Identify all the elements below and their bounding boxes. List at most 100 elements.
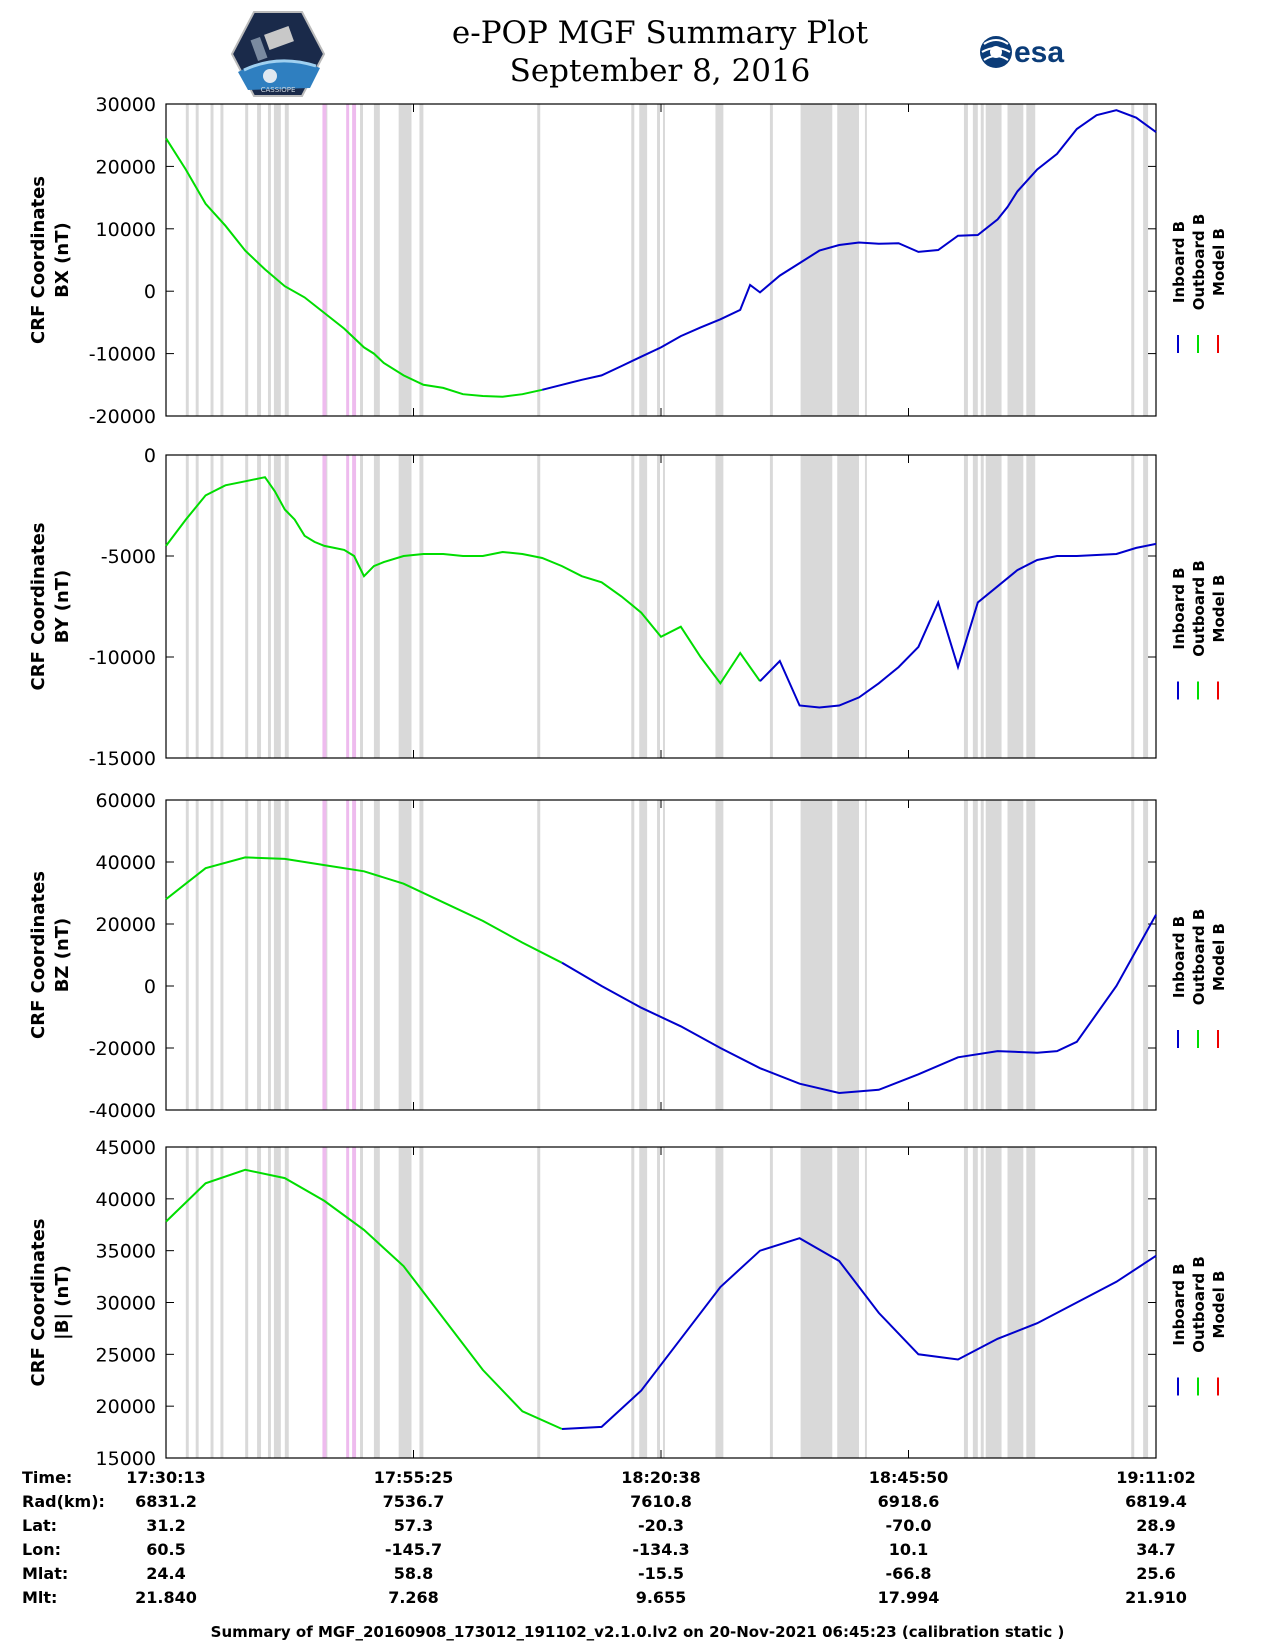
- legend-label-model: Model B: [1210, 923, 1228, 991]
- epop-logo-text: CASSIOPE: [261, 86, 296, 94]
- data-gap-band: [267, 800, 271, 1110]
- data-gap-band: [185, 1147, 189, 1458]
- info-cell: -66.8: [885, 1564, 932, 1583]
- data-gap-band: [1007, 455, 1024, 758]
- esa-logo: esa: [980, 36, 1064, 69]
- data-gap-band: [972, 800, 978, 1110]
- data-gap-band: [800, 800, 833, 1110]
- info-cell: 21.910: [1125, 1588, 1187, 1607]
- info-cell: 9.655: [635, 1588, 687, 1607]
- info-cell: 57.3: [393, 1516, 434, 1535]
- info-cell: 7610.8: [630, 1492, 692, 1511]
- chart-panel-2: 0 -5000 -10000 -15000 CRF Coordinates BY (nT)…: [28, 445, 1228, 770]
- data-gap-band: [360, 455, 364, 758]
- data-gap-band: [267, 104, 271, 416]
- data-gap-band: [1131, 455, 1135, 758]
- data-gap-band: [195, 104, 199, 416]
- info-cell: 19:11:02: [1116, 1468, 1196, 1487]
- chart-panel-3: 60000 40000 20000 0 -20000 -40000 CRF Coordina…: [28, 790, 1228, 1122]
- special-band: [322, 455, 327, 758]
- data-gap-band: [972, 455, 978, 758]
- data-gap-band: [631, 1147, 635, 1458]
- esa-logo-text: esa: [1014, 36, 1064, 69]
- data-gap-band: [360, 104, 364, 416]
- y-tick-label: 10000: [96, 219, 156, 241]
- data-gap-band: [980, 455, 984, 758]
- legend-label-model: Model B: [1210, 228, 1228, 296]
- data-gap-band: [972, 1147, 978, 1458]
- data-gap-band: [210, 1147, 214, 1458]
- data-gap-band: [220, 455, 224, 758]
- title-line-1: e-POP MGF Summary Plot: [451, 15, 869, 51]
- data-gap-band: [419, 1147, 424, 1458]
- y-tick-label: -5000: [101, 546, 156, 568]
- data-gap-band: [220, 104, 224, 416]
- legend-label-inboard: Inboard B: [1170, 567, 1188, 649]
- data-gap-band: [769, 455, 773, 758]
- data-gap-band: [980, 104, 984, 416]
- info-row-label: Lat:: [22, 1516, 58, 1535]
- special-band: [346, 1147, 350, 1458]
- data-gap-band: [639, 455, 648, 758]
- title-line-2: September 8, 2016: [509, 53, 811, 89]
- chart-panel-1: 30000 20000 10000 0 -10000 -20000 CRF Coordina…: [28, 94, 1228, 428]
- data-gap-band: [373, 800, 380, 1110]
- info-cell: 25.6: [1136, 1564, 1176, 1583]
- data-gap-band: [1007, 800, 1024, 1110]
- chart-panel-4: 45000 40000 35000 30000 25000 20000 15000 CRF C…: [28, 1137, 1228, 1468]
- data-gap-band: [639, 800, 648, 1110]
- special-band: [346, 800, 350, 1110]
- data-gap-band: [662, 104, 665, 416]
- data-gap-band: [1026, 455, 1036, 758]
- legend-label-inboard: Inboard B: [1170, 916, 1188, 998]
- info-cell: 58.8: [393, 1564, 434, 1583]
- epop-logo: CASSIOPE: [230, 11, 326, 97]
- info-cell: 17:55:25: [373, 1468, 454, 1487]
- series-line-inboard: [541, 109, 1157, 391]
- data-gap-band: [267, 455, 271, 758]
- data-gap-band: [972, 104, 978, 416]
- y-tick-label: 0: [144, 445, 156, 467]
- y-tick-label: -10000: [89, 344, 156, 366]
- info-row-label: Mlt:: [22, 1588, 58, 1607]
- y-axis-label: CRF Coordinates BY (nT): [28, 523, 73, 691]
- data-gap-band: [1026, 800, 1036, 1110]
- data-gap-band: [1131, 1147, 1135, 1458]
- data-gap-band: [398, 800, 412, 1110]
- data-gap-band: [1143, 800, 1149, 1110]
- orbit-info-table: Time: Rad(km): Lat: Lon: Mlat: Mlt: 17:30:13 68…: [0, 1468, 1275, 1618]
- y-axis-label-line2: |B| (nT): [52, 1265, 73, 1340]
- series-line-outboard: [165, 1168, 563, 1430]
- y-tick-label: 30000: [96, 94, 156, 116]
- y-tick-label: -10000: [89, 647, 156, 669]
- data-gap-band: [985, 800, 1002, 1110]
- data-gap-band: [985, 104, 1002, 416]
- data-gap-band: [398, 455, 412, 758]
- info-cell: -20.3: [637, 1516, 685, 1535]
- info-cell: 60.5: [146, 1540, 186, 1559]
- data-gap-band: [1007, 1147, 1024, 1458]
- data-gap-band: [963, 1147, 968, 1458]
- data-gap-band: [639, 104, 648, 416]
- data-gap-band: [837, 455, 859, 758]
- y-axis-label-line1: CRF Coordinates: [28, 523, 49, 691]
- data-gap-band: [257, 455, 262, 758]
- info-cell: 18:45:50: [868, 1468, 949, 1487]
- legend-label-model: Model B: [1210, 575, 1228, 643]
- data-gap-band: [273, 455, 281, 758]
- info-cell: 24.4: [146, 1564, 186, 1583]
- special-band: [322, 800, 327, 1110]
- y-tick-label: 40000: [96, 852, 156, 874]
- data-gap-band: [715, 455, 724, 758]
- series-line-outboard: [165, 476, 761, 686]
- data-gap-band: [769, 800, 773, 1110]
- y-axis-label-line2: BX (nT): [52, 222, 73, 297]
- data-gap-band: [657, 800, 661, 1110]
- data-gap-band: [284, 1147, 289, 1458]
- data-gap-band: [419, 800, 424, 1110]
- data-gap-band: [220, 1147, 224, 1458]
- y-axis-label: CRF Coordinates BX (nT): [28, 176, 73, 344]
- data-gap-band: [185, 455, 189, 758]
- data-gap-band: [273, 104, 281, 416]
- special-band: [352, 1147, 357, 1458]
